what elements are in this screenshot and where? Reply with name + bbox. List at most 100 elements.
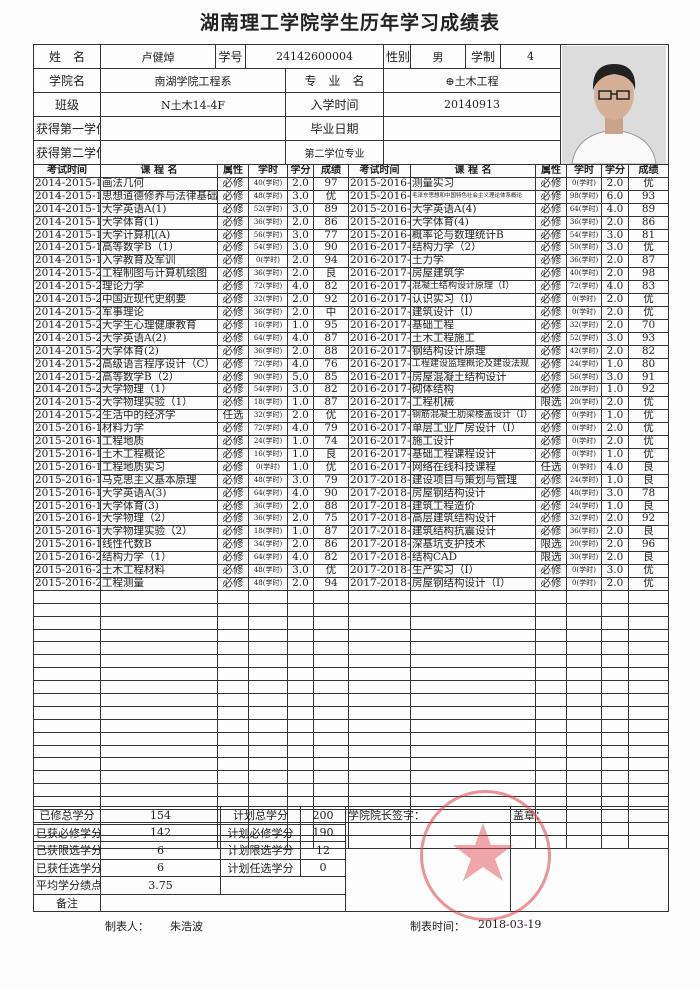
grade: 91 <box>628 370 669 385</box>
empty-cell <box>601 744 629 759</box>
plan-label: 计划任选学分 <box>220 858 301 877</box>
table-row: 2014-2015-2 工程制图与计算机绘图 必修 36(学时) 2.0 良 2016-20… <box>33 267 669 282</box>
empty-cell <box>628 641 669 656</box>
empty-cell <box>628 615 669 630</box>
college-value: 南湖学院工程系 <box>100 68 286 93</box>
course-type: 必修 <box>217 280 249 295</box>
credits: 1.0 <box>287 525 314 540</box>
credits: 2.0 <box>601 422 629 437</box>
empty-cell <box>410 589 536 604</box>
exam-time: 2014-2015-1 <box>33 228 101 243</box>
credits: 2.0 <box>601 577 629 591</box>
course-name: 大学生心理健康教育 <box>100 318 218 333</box>
exam-time: 2016-2017-2 <box>348 318 411 333</box>
credits: 2.0 <box>601 525 629 540</box>
exam-time: 2017-2018-1 <box>348 512 411 527</box>
credits: 2.0 <box>287 577 314 591</box>
hours: 20(学时) <box>566 538 602 553</box>
course-name: 大学英语A(3) <box>100 486 218 501</box>
empty-cell <box>217 783 249 798</box>
empty-cell <box>601 628 629 643</box>
credits: 2.0 <box>287 215 314 230</box>
column-header: 学时 <box>566 164 602 178</box>
table-row: 2015-2016-1 马克思主义基本原理 必修 48(学时) 3.0 79 2017-20… <box>33 473 669 488</box>
empty-cell <box>410 680 536 695</box>
empty-cell <box>348 615 411 630</box>
grade: 86 <box>313 538 349 553</box>
credits: 3.0 <box>601 228 629 243</box>
credits: 1.0 <box>601 383 629 398</box>
major-value: ⊕土木工程 <box>383 68 561 93</box>
hours: 56(学时) <box>566 370 602 385</box>
course-type: 必修 <box>535 331 567 346</box>
empty-cell <box>287 770 314 785</box>
table-row: 2014-2015-2军事理论必修36(学时)2.0中2016-2017-1建筑… <box>33 305 669 320</box>
summary-value: 154 <box>100 806 221 825</box>
exam-time: 2015-2016-2 <box>33 564 101 578</box>
course-name: 结构力学（1） <box>100 551 218 566</box>
empty-cell <box>217 667 249 682</box>
course-name: 建筑结构抗震设计 <box>410 525 536 540</box>
course-name: 工程地质实习 <box>100 460 218 475</box>
exam-time: 2015-2016-1 <box>33 473 101 488</box>
grade: 90 <box>313 486 349 501</box>
grade: 98 <box>628 267 669 282</box>
exam-time: 2014-2015-1 <box>33 254 101 269</box>
exam-time: 2014-2015-2 <box>33 370 101 385</box>
column-header: 成绩 <box>313 164 349 178</box>
credits: 2.0 <box>601 267 629 282</box>
college-label: 学院名 <box>33 68 101 93</box>
grade: 优 <box>628 577 669 591</box>
course-name: 高等数学B（2） <box>100 370 218 385</box>
course-type: 必修 <box>217 551 249 566</box>
course-type: 必修 <box>535 318 567 333</box>
table-row: 2014-2015-1 高等数学B（1） 必修 54(学时) 3.0 90 2016-201… <box>33 241 669 256</box>
empty-cell <box>248 654 288 669</box>
empty-cell <box>287 783 314 798</box>
hours: 32(学时) <box>248 293 288 307</box>
empty-cell <box>100 731 218 746</box>
column-header: 考试时间 <box>33 164 101 178</box>
credits: 3.0 <box>287 383 314 398</box>
grade: 79 <box>313 422 349 437</box>
empty-cell <box>628 770 669 785</box>
empty-cell <box>313 680 349 695</box>
empty-cell <box>100 744 218 759</box>
grade: 82 <box>628 344 669 359</box>
course-type: 任选 <box>535 460 567 475</box>
credits: 2.0 <box>287 305 314 320</box>
course-name: 网络在线科技课程 <box>410 460 536 475</box>
empty-cell <box>566 731 602 746</box>
hours: 36(学时) <box>248 499 288 514</box>
course-name: 大学体育(3) <box>100 499 218 514</box>
credits: 2.0 <box>601 512 629 527</box>
course-type: 必修 <box>217 189 249 204</box>
hours: 72(学时) <box>248 357 288 372</box>
table-row: 2014-2015-1 思想道德修养与法律基础 必修 48(学时) 3.0 优 2015-2… <box>33 189 669 204</box>
table-row <box>33 744 669 759</box>
empty-cell <box>566 589 602 604</box>
empty-cell <box>348 680 411 695</box>
empty-cell <box>566 602 602 617</box>
empty-cell <box>601 602 629 617</box>
table-row <box>33 589 669 604</box>
empty-cell <box>348 589 411 604</box>
column-header: 课 程 名 <box>410 164 536 178</box>
empty-cell <box>535 654 567 669</box>
credits: 2.0 <box>287 293 314 307</box>
exam-time: 2016-2017-2 <box>348 344 411 359</box>
empty-cell <box>566 680 602 695</box>
grade: 82 <box>313 383 349 398</box>
empty-cell <box>348 693 411 707</box>
empty-cell <box>535 757 567 772</box>
exam-time: 2016-2017-2 <box>348 435 411 449</box>
degree1-value <box>100 116 286 141</box>
empty-cell <box>100 589 218 604</box>
course-type: 限选 <box>535 551 567 566</box>
course-name: 钢结构设计原理 <box>410 344 536 359</box>
hours: 24(学时) <box>566 473 602 488</box>
course-name: 大学计算机(A) <box>100 228 218 243</box>
course-type: 必修 <box>217 577 249 591</box>
table-row: 2015-2016-1材料力学必修72(学时)4.0792016-2017-2单… <box>33 422 669 437</box>
hours: 36(学时) <box>248 512 288 527</box>
